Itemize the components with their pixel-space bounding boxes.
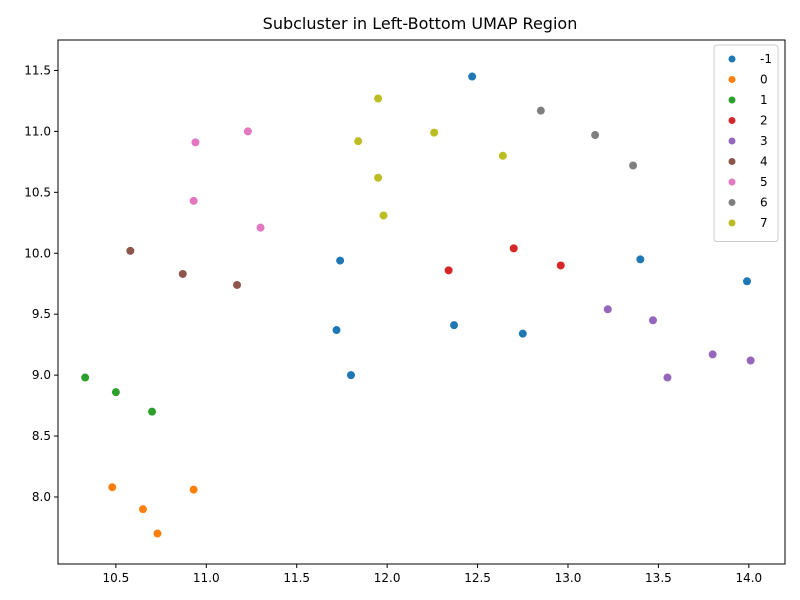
data-point-cluster--1 bbox=[336, 256, 345, 265]
legend-label-4: 4 bbox=[760, 155, 768, 169]
data-point-cluster-2 bbox=[556, 261, 565, 270]
legend-marker-2 bbox=[728, 117, 736, 124]
y-tick-label: 11.5 bbox=[24, 63, 51, 77]
legend-marker-1 bbox=[728, 96, 736, 104]
data-point-cluster-5 bbox=[256, 223, 265, 232]
legend-box bbox=[713, 44, 779, 242]
data-point-cluster-3 bbox=[603, 305, 612, 314]
data-point-cluster-4 bbox=[233, 280, 242, 289]
data-point-cluster-7 bbox=[498, 151, 507, 160]
chart-title: Subcluster in Left-Bottom UMAP Region bbox=[263, 14, 578, 33]
data-point-cluster-0 bbox=[138, 505, 147, 514]
data-point-cluster-2 bbox=[509, 244, 518, 253]
data-point-cluster-7 bbox=[374, 173, 383, 182]
data-point-cluster--1 bbox=[346, 371, 355, 380]
data-point-cluster-1 bbox=[111, 388, 120, 397]
legend-label-2: 2 bbox=[760, 114, 768, 128]
data-point-cluster-1 bbox=[81, 373, 90, 382]
legend-label-3: 3 bbox=[760, 134, 768, 148]
data-point-cluster-2 bbox=[444, 266, 453, 275]
y-axis: 8.0 8.5 9.0 9.5 10.0 10.5 11.0 11.5 bbox=[24, 63, 58, 504]
y-tick-label: 10.0 bbox=[24, 246, 51, 260]
y-tick-label: 8.0 bbox=[32, 490, 51, 504]
x-axis: 10.5 11.0 11.5 12.0 12.5 13.0 13.5 14.0 bbox=[103, 564, 762, 585]
x-tick-label: 13.5 bbox=[645, 571, 672, 585]
data-point-cluster--1 bbox=[743, 277, 752, 286]
legend-label-6: 6 bbox=[760, 196, 768, 210]
data-point-cluster--1 bbox=[518, 329, 527, 338]
legend-marker--1 bbox=[728, 55, 736, 63]
data-point-cluster-0 bbox=[153, 529, 162, 538]
data-point-cluster-7 bbox=[354, 137, 363, 146]
data-point-cluster-7 bbox=[430, 128, 439, 137]
data-point-cluster-5 bbox=[191, 138, 200, 147]
data-point-cluster--1 bbox=[468, 72, 477, 81]
legend-marker-0 bbox=[728, 76, 736, 83]
legend-label--1: -1 bbox=[760, 52, 772, 66]
x-tick-label: 12.0 bbox=[374, 571, 401, 585]
data-point-cluster-7 bbox=[379, 211, 388, 220]
legend-label-0: 0 bbox=[760, 73, 768, 87]
data-point-cluster--1 bbox=[332, 326, 341, 335]
plot-area bbox=[57, 39, 786, 565]
data-point-cluster-3 bbox=[708, 350, 717, 359]
legend-marker-7 bbox=[728, 219, 736, 227]
data-point-cluster--1 bbox=[450, 321, 459, 330]
data-point-cluster--1 bbox=[636, 255, 645, 264]
data-point-cluster-5 bbox=[243, 127, 252, 136]
data-point-cluster-6 bbox=[629, 161, 638, 170]
y-tick-label: 9.5 bbox=[32, 307, 51, 321]
legend-label-7: 7 bbox=[760, 216, 768, 230]
data-point-cluster-5 bbox=[189, 196, 198, 205]
legend-marker-6 bbox=[728, 199, 736, 206]
x-tick-label: 11.5 bbox=[283, 571, 310, 585]
data-point-cluster-6 bbox=[591, 131, 600, 140]
data-point-cluster-0 bbox=[189, 485, 198, 494]
x-tick-label: 12.5 bbox=[464, 571, 491, 585]
legend: -1 0 1 2 3 4 5 6 7 bbox=[713, 44, 779, 242]
x-tick-label: 14.0 bbox=[735, 571, 762, 585]
legend-marker-5 bbox=[728, 178, 736, 186]
x-tick-label: 10.5 bbox=[103, 571, 130, 585]
x-tick-label: 11.0 bbox=[193, 571, 220, 585]
y-tick-label: 10.5 bbox=[24, 185, 51, 199]
data-point-cluster-1 bbox=[148, 407, 157, 416]
data-point-cluster-3 bbox=[746, 356, 755, 365]
legend-label-5: 5 bbox=[760, 175, 768, 189]
data-point-cluster-4 bbox=[126, 246, 135, 255]
y-tick-label: 8.5 bbox=[32, 429, 51, 443]
data-point-cluster-3 bbox=[648, 316, 657, 325]
data-point-cluster-6 bbox=[536, 106, 545, 115]
legend-marker-4 bbox=[728, 158, 736, 165]
y-tick-label: 11.0 bbox=[24, 124, 51, 138]
y-tick-label: 9.0 bbox=[32, 368, 51, 382]
x-tick-label: 13.0 bbox=[555, 571, 582, 585]
legend-marker-3 bbox=[728, 137, 736, 145]
data-point-cluster-0 bbox=[108, 483, 117, 492]
data-point-cluster-3 bbox=[663, 373, 672, 382]
data-point-cluster-7 bbox=[374, 94, 383, 103]
data-point-cluster-4 bbox=[178, 269, 187, 278]
plot-frame bbox=[57, 39, 786, 565]
legend-label-1: 1 bbox=[760, 93, 768, 107]
